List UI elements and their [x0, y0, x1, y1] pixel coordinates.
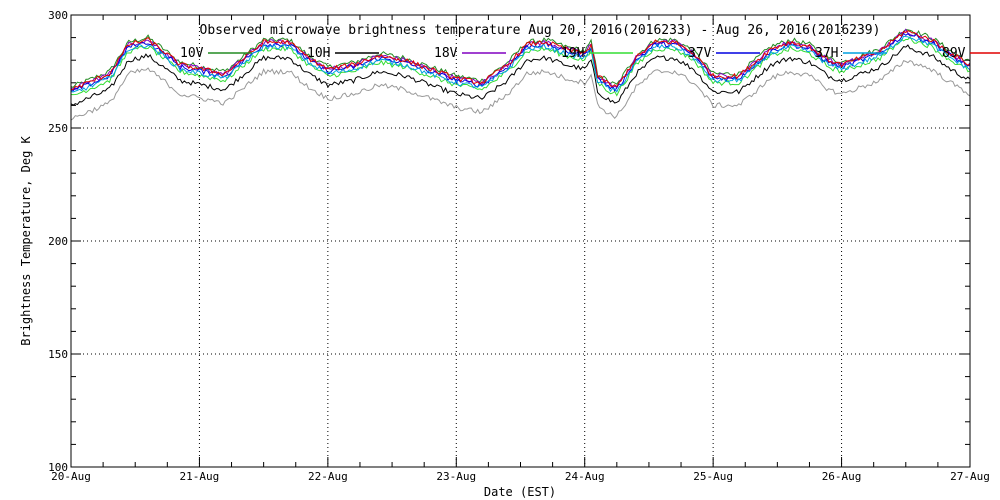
x-axis-label: Date (EST)	[484, 485, 556, 499]
legend-label: 10H	[307, 46, 330, 61]
label-layer: 100 150 200 250 300 20-Aug 21-Aug 22-Aug 23-Aug 2…	[48, 9, 990, 483]
legend-label: 19H	[561, 46, 584, 61]
y-tick-label: 150	[48, 348, 68, 361]
y-tick-label: 250	[48, 122, 68, 135]
legend: 10V10H18V19H37V37H89V89H	[180, 46, 1000, 61]
legend-label: 10V	[180, 46, 204, 61]
series-line-89h	[70, 59, 971, 121]
x-tick-label: 23-Aug	[436, 470, 476, 483]
grid-layer	[71, 15, 970, 467]
x-tick-label: 27-Aug	[950, 470, 990, 483]
legend-label: 37V	[688, 46, 712, 61]
tick-layer	[70, 14, 971, 468]
legend-label: 18V	[434, 46, 458, 61]
series-layer	[70, 28, 971, 121]
series-line-37h	[70, 35, 971, 93]
x-tick-label: 25-Aug	[693, 470, 733, 483]
series-line-10h	[70, 44, 971, 106]
x-tick-label: 21-Aug	[180, 470, 220, 483]
x-tick-label: 22-Aug	[308, 470, 348, 483]
x-tick-label: 24-Aug	[565, 470, 605, 483]
legend-label: 37H	[815, 46, 838, 61]
y-axis-label: Brightness Temperature, Deg K	[19, 135, 33, 345]
y-tick-label: 200	[48, 235, 68, 248]
legend-label: 89V	[942, 46, 966, 61]
series-line-89v	[70, 30, 971, 90]
series-line-10v	[70, 28, 971, 89]
x-tick-label: 26-Aug	[822, 470, 862, 483]
chart-title: Observed microwave brightness temperatur…	[200, 23, 881, 38]
x-tick-label: 20-Aug	[51, 470, 91, 483]
y-tick-label: 300	[48, 9, 68, 22]
y-tick-label: 100	[48, 461, 68, 474]
